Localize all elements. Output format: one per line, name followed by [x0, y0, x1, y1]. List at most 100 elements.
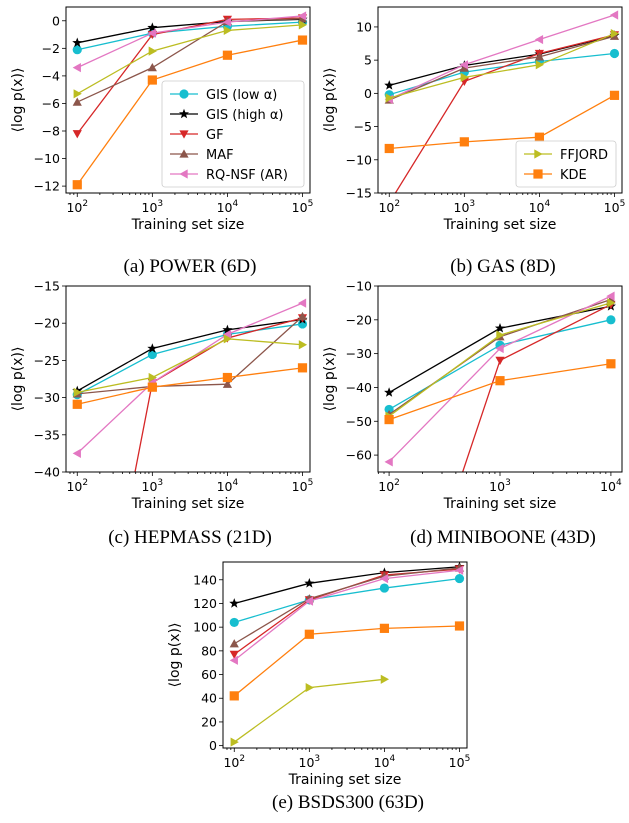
data-point-ffjord [496, 330, 505, 340]
y-tick-label: −25 [34, 353, 60, 368]
series-maf [229, 563, 465, 648]
x-axis-label: Training set size [131, 217, 245, 233]
data-point-gf [384, 688, 393, 696]
y-tick-label: −60 [346, 448, 372, 463]
series-line-rqnsf [76, 15, 303, 69]
series-gis_high [229, 562, 465, 608]
x-tick-label: 105 [604, 199, 626, 215]
series-line-maf [77, 316, 303, 395]
data-point-rqnsf [606, 291, 615, 301]
x-tick-label: 102 [378, 478, 400, 494]
x-tick-label: 103 [142, 199, 164, 215]
data-point-rqnsf [222, 329, 232, 339]
data-point-gis_high [147, 22, 158, 32]
series-line-gf [394, 34, 615, 193]
y-tick-label: −30 [34, 390, 60, 405]
x-axis-label: Training set size [288, 772, 402, 788]
y-tick-label: −10 [346, 152, 372, 167]
series-maf [72, 311, 308, 398]
series-line-rqnsf [76, 302, 303, 454]
series-line-kde [77, 367, 303, 405]
data-point-ffjord [148, 46, 157, 56]
series-ffjord [230, 674, 390, 747]
data-point-rqnsf [495, 343, 504, 354]
data-point-gis_high [72, 37, 83, 48]
legend-box [161, 80, 305, 188]
y-tick-label: 80 [201, 643, 217, 658]
data-point-ffjord [305, 682, 314, 693]
x-tick-label: 102 [223, 754, 245, 770]
data-point-rqnsf [534, 34, 544, 45]
x-tick-label: 105 [449, 754, 471, 770]
subfigure-caption: (d) MINIBOONE (43D) [410, 527, 596, 548]
y-axis-label: ⟨log p(x)⟩ [10, 68, 26, 133]
y-tick-label: −5 [354, 119, 372, 134]
data-point-maf [222, 379, 233, 388]
series-kde [229, 621, 465, 701]
data-point-gf [73, 766, 82, 774]
data-point-kde [72, 180, 82, 190]
x-tick-label: 105 [292, 199, 314, 215]
series-line-rqnsf [388, 14, 615, 100]
plot-area [384, 10, 620, 193]
x-tick-label: 104 [374, 754, 396, 770]
y-axis-label: ⟨log p(x)⟩ [167, 623, 183, 688]
y-tick-label: −20 [346, 312, 372, 327]
data-point-gf [72, 130, 82, 139]
series-line-maf [389, 35, 615, 101]
data-point-ffjord [148, 372, 157, 383]
y-tick-label: −4 [42, 68, 60, 83]
data-point-kde [147, 75, 157, 85]
series-kde [384, 90, 620, 154]
data-point-rqnsf [222, 17, 232, 27]
series-line-rqnsf [233, 569, 460, 661]
x-tick-label: 102 [66, 199, 88, 215]
y-tick-label: −10 [34, 151, 60, 166]
y-tick-label: −15 [346, 186, 372, 201]
series-gis_low [384, 48, 620, 100]
series-line-ffjord [76, 24, 303, 95]
data-point-gis_low [609, 48, 620, 59]
series-gis_low [229, 573, 465, 628]
y-tick-label: 20 [201, 714, 217, 729]
series-line-gis_low [77, 21, 303, 51]
data-point-gf [495, 356, 505, 365]
y-tick-label: −12 [34, 179, 60, 194]
series-rqnsf [72, 11, 307, 73]
data-point-kde [534, 132, 545, 142]
data-point-gis_high [147, 343, 158, 353]
series-ffjord [73, 20, 308, 99]
y-tick-label: −8 [42, 124, 60, 139]
legend: FFJORD KDE [515, 140, 617, 188]
data-point-kde [222, 372, 233, 383]
plot-area [384, 291, 616, 696]
data-point-rqnsf [297, 11, 307, 21]
series-line-kde [389, 94, 615, 150]
y-tick-label: 60 [201, 667, 217, 682]
y-axis-label: ⟨log p(x)⟩ [322, 347, 338, 412]
data-point-rqnsf [379, 573, 389, 584]
legend-label-gis_high: GIS (high α) [206, 108, 283, 123]
y-tick-label: 0 [364, 86, 372, 101]
series-line-gis_high [76, 318, 303, 392]
data-point-gis_high [384, 80, 395, 90]
data-point-kde [379, 623, 390, 633]
series-line-ffjord [77, 338, 303, 394]
series-gis_low [72, 17, 308, 55]
y-axis-label: ⟨log p(x)⟩ [10, 347, 26, 412]
y-tick-label: 0 [52, 13, 60, 28]
data-point-ffjord [607, 298, 616, 308]
data-point-kde [495, 376, 505, 386]
data-point-gis_high [222, 324, 233, 335]
data-point-rqnsf [454, 565, 464, 575]
axes-frame [65, 285, 311, 473]
series-gf [229, 565, 465, 660]
data-point-maf [229, 639, 239, 648]
y-tick-label: −6 [42, 96, 60, 111]
x-tick-label: 104 [600, 478, 622, 494]
y-tick-label: 10 [356, 19, 372, 34]
x-tick-label: 103 [489, 478, 511, 494]
legend-marker-ffjord [534, 149, 543, 159]
